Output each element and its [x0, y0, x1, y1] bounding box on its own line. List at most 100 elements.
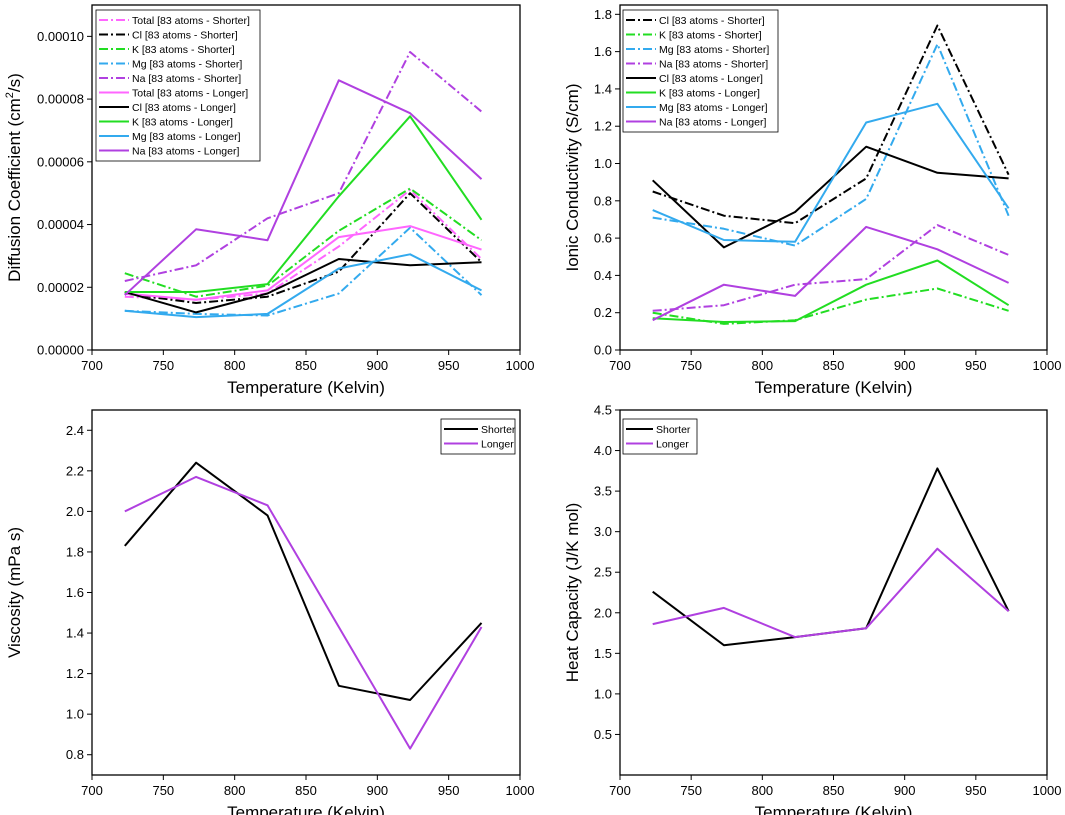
y-tick-label: 2.0 [66, 504, 84, 519]
legend-label: Total [83 atoms - Shorter] [132, 15, 250, 27]
series-line-10 [124, 79, 483, 296]
y-axis-title: Heat Capacity (J/K mol) [563, 503, 582, 683]
legend-label: Mg [83 atoms - Longer] [132, 131, 241, 143]
series-line-2 [124, 475, 483, 750]
legend-label: K [83 atoms - Shorter] [659, 29, 762, 41]
x-tick-label: 800 [751, 358, 773, 373]
y-tick-label: 0.00010 [37, 29, 84, 44]
y-tick-label: 0.8 [594, 193, 612, 208]
series-line-7 [124, 258, 482, 314]
y-tick-label: 0.00008 [37, 92, 84, 107]
legend-label: K [83 atoms - Longer] [132, 116, 233, 128]
x-tick-label: 700 [609, 358, 631, 373]
legend-label: Longer [481, 438, 514, 450]
viscosity-panel: 700 750 800 850 900 950 1000 0.8 1.0 1.2 1.4 1.6 1.8… [5, 409, 535, 815]
legend-label: Cl [83 atoms - Shorter] [132, 29, 238, 41]
series-line-5 [652, 145, 1009, 249]
legend-label: Mg [83 atoms - Shorter] [132, 58, 242, 70]
x-tick-label: 700 [609, 783, 631, 798]
y-tick-label: 2.5 [594, 565, 612, 580]
y-tick-label: 4.5 [594, 403, 612, 418]
y-tick-label: 0.0 [594, 343, 612, 358]
x-tick-label: 800 [751, 783, 773, 798]
series-line-2 [652, 547, 1010, 639]
y-tick-label: 0.5 [594, 727, 612, 742]
y-tick-label: 1.6 [66, 585, 84, 600]
y-tick-label: 1.5 [594, 646, 612, 661]
ionic-conductivity-panel: 700 750 800 850 900 950 1000 0.0 0.2 0.4 0.6 0.8 1.0… [563, 4, 1062, 397]
y-tick-label: 1.4 [66, 626, 84, 641]
legend-box [622, 418, 698, 455]
legend-label: Cl [83 atoms - Shorter] [659, 15, 765, 27]
series-line-4 [652, 224, 1009, 312]
diffusion-coefficient-panel: 700 750 800 850 900 950 1000 0.00000 0.00002 0.00… [4, 4, 534, 397]
x-tick-label: 700 [81, 358, 103, 373]
x-tick-label: 750 [152, 783, 174, 798]
y-tick-label: 1.2 [594, 119, 612, 134]
x-tick-label: 750 [680, 783, 702, 798]
x-tick-label: 750 [680, 358, 702, 373]
y-tick-label: 0.00002 [37, 280, 84, 295]
x-tick-label: 900 [366, 358, 388, 373]
x-tick-label: 1000 [506, 783, 535, 798]
y-tick-label: 1.2 [66, 666, 84, 681]
y-tick-label: 1.6 [594, 44, 612, 59]
x-tick-label: 950 [965, 358, 987, 373]
y-tick-label: 1.8 [66, 544, 84, 559]
y-tick-label: 1.8 [594, 7, 612, 22]
legend-label: Total [83 atoms - Longer] [132, 87, 248, 99]
y-axis-title: Ionic Conductivity (S/cm) [563, 84, 582, 272]
series-line-6 [124, 225, 482, 301]
y-tick-label: 0.00004 [37, 217, 84, 232]
y-tick-label: 0.6 [594, 231, 612, 246]
legend-label: Na [83 atoms - Longer] [659, 116, 766, 128]
plot-frame [619, 409, 1048, 776]
x-tick-label: 1000 [1033, 358, 1062, 373]
y-tick-label: 1.0 [594, 686, 612, 701]
x-tick-label: 850 [295, 358, 317, 373]
x-axis-title: Temperature (Kelvin) [755, 803, 913, 815]
y-tick-label: 1.0 [594, 156, 612, 171]
x-tick-label: 950 [438, 358, 460, 373]
series-line-3 [652, 43, 1010, 247]
y-tick-label: 2.2 [66, 463, 84, 478]
legend-label: Cl [83 atoms - Longer] [659, 73, 763, 85]
legend-label: Na [83 atoms - Shorter] [659, 58, 768, 70]
x-tick-label: 850 [823, 358, 845, 373]
x-tick-label: 850 [823, 783, 845, 798]
legend-label: K [83 atoms - Longer] [659, 87, 760, 99]
series-line-4 [124, 226, 483, 317]
y-tick-label: 0.00000 [37, 343, 84, 358]
y-tick-label: 1.0 [66, 707, 84, 722]
legend-label: Shorter [656, 424, 691, 436]
series-line-7 [652, 102, 1010, 243]
legend-label: Longer [656, 438, 689, 450]
legend-label: Mg [83 atoms - Shorter] [659, 44, 769, 56]
y-tick-label: 0.00006 [37, 154, 84, 169]
x-tick-label: 800 [224, 358, 246, 373]
x-tick-label: 950 [965, 783, 987, 798]
y-tick-label: 0.4 [594, 268, 612, 283]
series-line-2 [652, 287, 1009, 325]
series-line-3 [124, 187, 483, 298]
heat-capacity-panel: 700 750 800 850 900 950 1000 0.5 1.0 1.5 2.0 2.5 3.0… [563, 403, 1061, 815]
x-tick-label: 700 [81, 783, 103, 798]
y-tick-label: 3.0 [594, 524, 612, 539]
x-tick-label: 900 [894, 783, 916, 798]
series-line-8 [124, 115, 483, 293]
x-tick-label: 850 [295, 783, 317, 798]
x-tick-label: 800 [224, 783, 246, 798]
x-axis-title: Temperature (Kelvin) [227, 378, 385, 397]
y-tick-label: 3.5 [594, 484, 612, 499]
x-tick-label: 1000 [1033, 783, 1062, 798]
x-tick-label: 950 [438, 783, 460, 798]
series-line-1 [124, 461, 483, 701]
legend-box [440, 418, 516, 455]
legend-label: Shorter [481, 424, 516, 436]
y-axis-title: Diffusion Coefficient (cm2/s) [4, 73, 24, 282]
y-axis-title: Viscosity (mPa s) [5, 527, 24, 658]
x-tick-label: 750 [152, 358, 174, 373]
legend-box [622, 9, 779, 133]
legend-label: Mg [83 atoms - Longer] [659, 102, 768, 114]
